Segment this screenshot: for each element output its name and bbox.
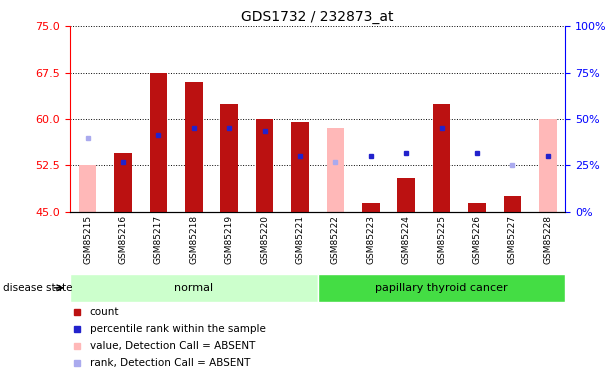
Text: GSM85215: GSM85215 <box>83 215 92 264</box>
Bar <box>256 119 274 212</box>
Text: GSM85216: GSM85216 <box>119 215 128 264</box>
Text: GSM85221: GSM85221 <box>295 215 305 264</box>
Bar <box>503 196 521 212</box>
Text: percentile rank within the sample: percentile rank within the sample <box>90 324 266 334</box>
Text: GSM85227: GSM85227 <box>508 215 517 264</box>
Bar <box>79 165 97 212</box>
Bar <box>539 119 556 212</box>
Text: GSM85224: GSM85224 <box>402 215 410 264</box>
Bar <box>433 104 451 212</box>
Bar <box>70 274 317 302</box>
Text: count: count <box>90 307 119 317</box>
Text: value, Detection Call = ABSENT: value, Detection Call = ABSENT <box>90 341 255 351</box>
Bar <box>362 202 379 212</box>
Text: papillary thyroid cancer: papillary thyroid cancer <box>375 283 508 293</box>
Bar <box>291 122 309 212</box>
Text: GSM85218: GSM85218 <box>189 215 198 264</box>
Text: GSM85219: GSM85219 <box>225 215 233 264</box>
Bar <box>185 82 202 212</box>
Text: GSM85222: GSM85222 <box>331 215 340 264</box>
Text: disease state: disease state <box>3 283 72 293</box>
Text: GSM85226: GSM85226 <box>472 215 482 264</box>
Bar <box>397 178 415 212</box>
Bar <box>150 73 167 212</box>
Text: GSM85217: GSM85217 <box>154 215 163 264</box>
Text: GSM85225: GSM85225 <box>437 215 446 264</box>
Bar <box>468 202 486 212</box>
Text: GSM85220: GSM85220 <box>260 215 269 264</box>
Bar <box>220 104 238 212</box>
Title: GDS1732 / 232873_at: GDS1732 / 232873_at <box>241 10 394 24</box>
Text: rank, Detection Call = ABSENT: rank, Detection Call = ABSENT <box>90 358 250 368</box>
Text: GSM85223: GSM85223 <box>366 215 375 264</box>
Text: normal: normal <box>174 283 213 293</box>
Bar <box>114 153 132 212</box>
Text: GSM85228: GSM85228 <box>543 215 552 264</box>
Bar <box>317 274 565 302</box>
Bar <box>326 128 344 212</box>
